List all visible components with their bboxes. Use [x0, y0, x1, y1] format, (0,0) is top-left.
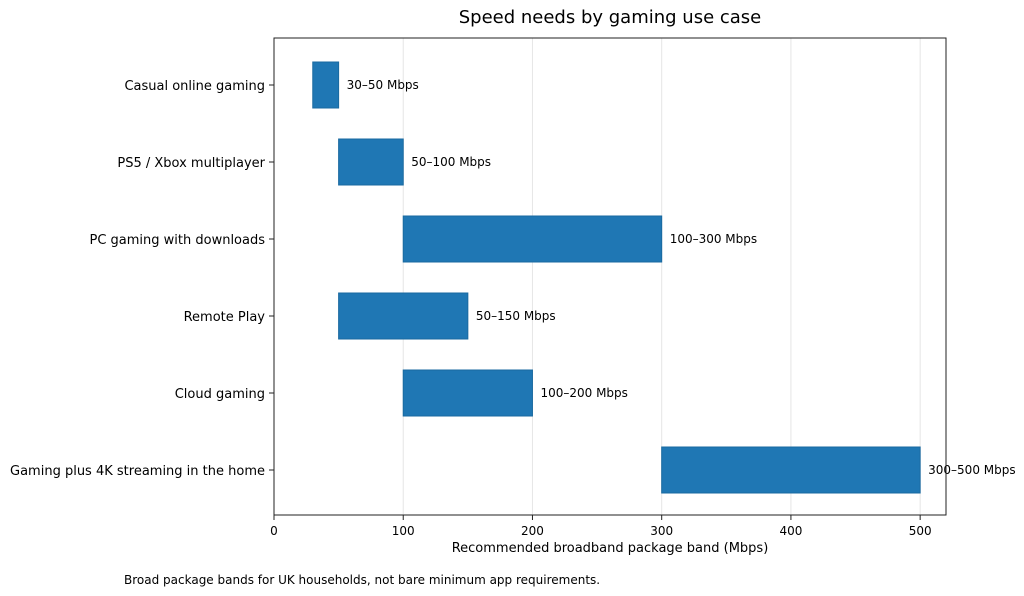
bar-data-label: 50–100 Mbps: [411, 155, 491, 169]
y-tick-label: Casual online gaming: [124, 79, 265, 94]
chart-title: Speed needs by gaming use case: [459, 7, 762, 28]
plot-frame: [273, 37, 947, 516]
bar: [402, 215, 663, 263]
footnote: Broad package bands for UK households, n…: [124, 573, 601, 587]
x-tick-label: 200: [521, 524, 544, 538]
x-tick-label: 400: [779, 524, 802, 538]
y-tick-label: PC gaming with downloads: [89, 233, 265, 248]
x-tick-label: 500: [909, 524, 932, 538]
bar-data-label: 100–300 Mbps: [670, 232, 757, 246]
bar-data-label: 30–50 Mbps: [347, 78, 419, 92]
bar: [661, 446, 921, 494]
x-tick-label: 100: [392, 524, 415, 538]
x-tick-label: 0: [270, 524, 278, 538]
y-tick-label: Remote Play: [184, 310, 266, 325]
y-tick-label: Gaming plus 4K streaming in the home: [10, 464, 265, 479]
bar: [312, 61, 340, 109]
bar: [338, 292, 469, 340]
x-tick-label: 300: [650, 524, 673, 538]
x-axis-label: Recommended broadband package band (Mbps…: [452, 541, 769, 556]
y-tick-label: PS5 / Xbox multiplayer: [117, 156, 265, 171]
y-tick-label: Cloud gaming: [175, 387, 265, 402]
bar-data-label: 50–150 Mbps: [476, 309, 556, 323]
bar-data-label: 100–200 Mbps: [540, 386, 627, 400]
bar-data-label: 300–500 Mbps: [928, 463, 1015, 477]
bar: [402, 369, 533, 417]
bar: [338, 138, 404, 186]
